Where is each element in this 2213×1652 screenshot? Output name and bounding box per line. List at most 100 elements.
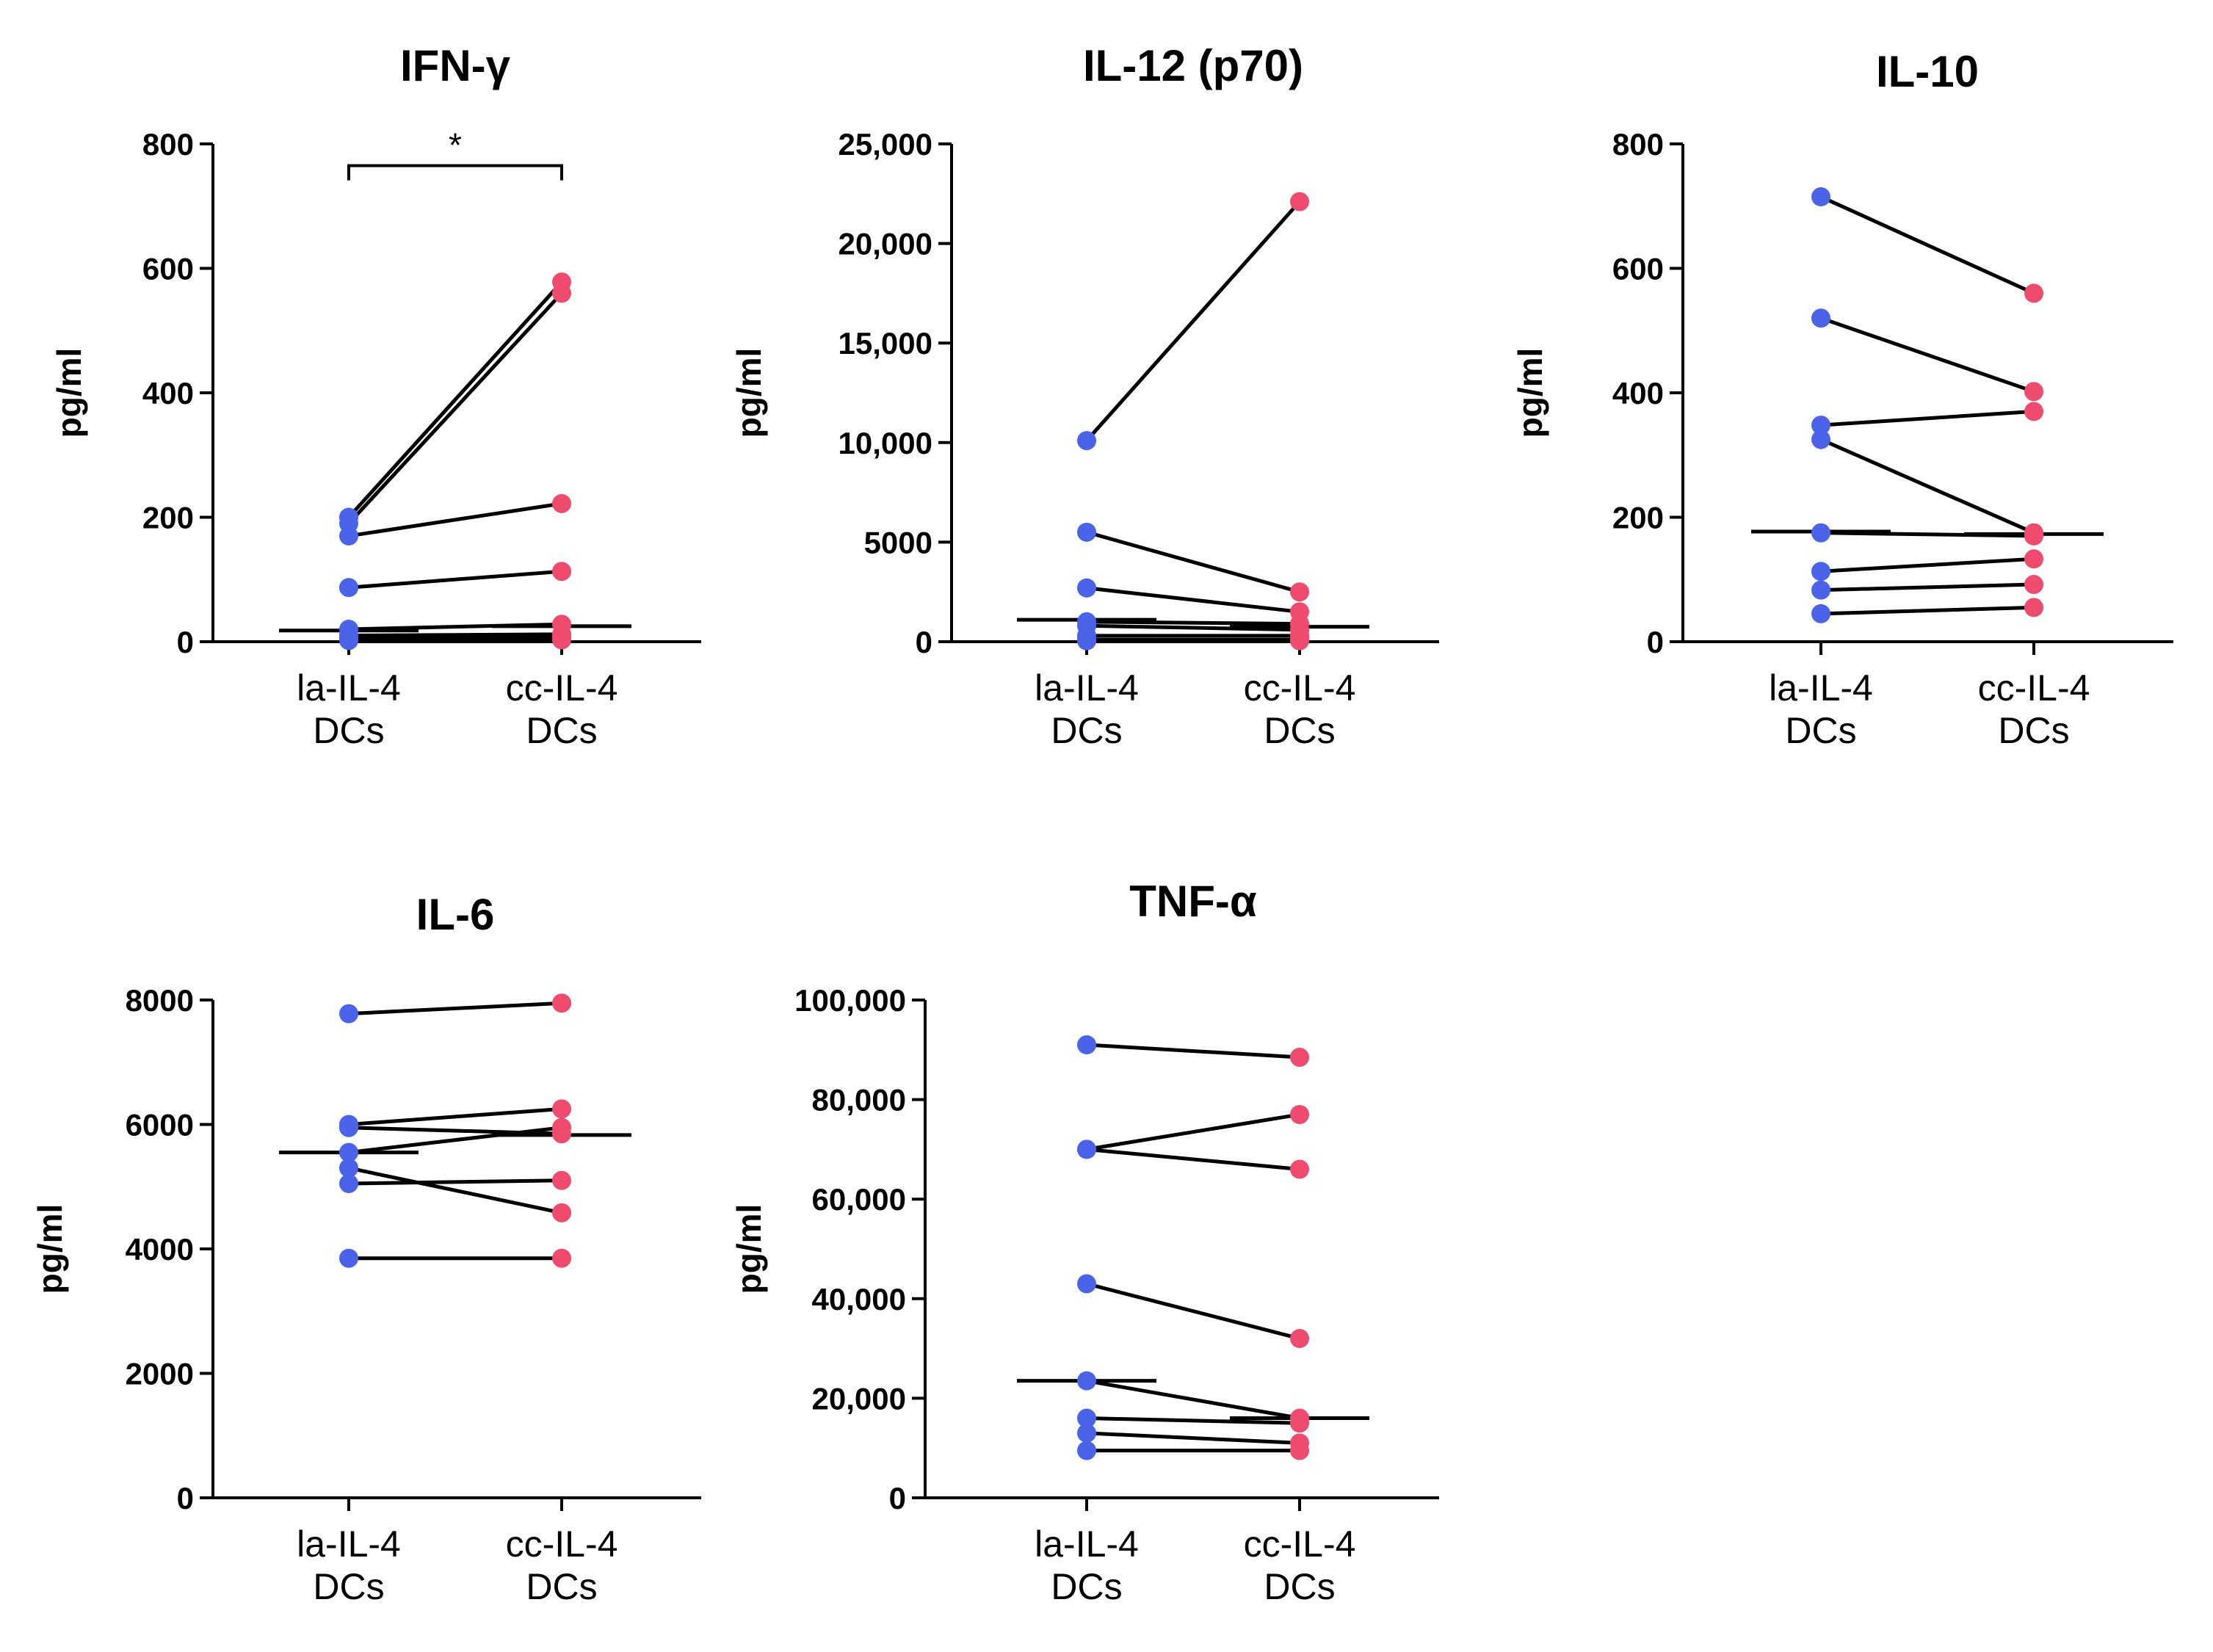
pair-line [1820, 316, 2035, 394]
pair-line [1086, 620, 1300, 626]
chart-title: IL-12 (p70) [1083, 41, 1303, 90]
data-point-cc [2024, 283, 2043, 303]
y-tick-label: 10,000 [839, 426, 932, 460]
chart-tnf: TNF-α pg/ml 0 20,000 40,000 60,000 80,000 100,0… [730, 877, 1439, 1607]
pair-line [347, 291, 563, 525]
data-point-cc [552, 993, 571, 1013]
pair-line [1086, 1147, 1300, 1172]
y-tick-label: 2000 [126, 1357, 194, 1391]
significance-bracket [347, 164, 563, 181]
pair-line [1086, 1112, 1300, 1151]
data-point-la [1811, 604, 1830, 623]
data-point-cc [552, 1248, 571, 1268]
chart-il10: IL-10pg/ml0200400600800la-IL-4DCscc-IL-4… [1511, 47, 2173, 751]
pair-line [1085, 200, 1301, 442]
pair-line [347, 280, 563, 519]
data-point-cc [552, 1170, 571, 1190]
x-tick-label: la-IL-4 [1035, 667, 1139, 709]
data-point-cc [552, 283, 571, 303]
x-tick-label: cc-IL-4 [1978, 667, 2090, 709]
y-tick-label: 600 [1612, 252, 1664, 286]
data-point-la [339, 1142, 358, 1162]
x-tick-label: la-IL-4 [1769, 667, 1873, 709]
data-point-la [1811, 430, 1830, 449]
pair-line [1086, 530, 1300, 594]
data-point-cc [1290, 1441, 1309, 1460]
y-tick-label: 400 [1612, 376, 1664, 410]
pair-line [1819, 195, 2035, 295]
data-point-la [1811, 187, 1830, 207]
data-point-cc [552, 493, 571, 513]
data-point-cc [552, 630, 571, 650]
pair-line [348, 1166, 562, 1215]
y-tick-label: 200 [142, 501, 194, 535]
pair-line [1086, 1379, 1300, 1420]
pair-line [1086, 1416, 1300, 1425]
data-point-la [339, 578, 358, 598]
x-tick-label: cc-IL-4 [506, 667, 618, 709]
data-point-la [339, 526, 358, 546]
y-tick-label: 600 [142, 252, 194, 286]
y-tick-label: 0 [916, 625, 932, 659]
chart-title: IL-10 [1876, 47, 1979, 96]
x-tick-label: cc-IL-4 [506, 1524, 618, 1565]
data-point-la [339, 1248, 358, 1268]
chart-title: IFN-γ [400, 41, 511, 90]
data-point-la [1077, 1371, 1096, 1391]
y-tick-label: 400 [142, 376, 194, 410]
x-tick-label: DCs [1264, 1566, 1335, 1607]
pair-line [1820, 605, 2035, 616]
data-point-cc [552, 1099, 571, 1119]
pair-line [1086, 586, 1300, 614]
x-tick-label: DCs [313, 710, 384, 751]
data-point-la [1811, 580, 1830, 600]
significance-label: * [449, 126, 462, 164]
pair-line [348, 1106, 562, 1126]
chart-ifn: IFN-γpg/ml0200400600800la-IL-4DCscc-IL-4… [50, 41, 701, 751]
data-point-la [1811, 416, 1830, 435]
data-point-cc [1290, 1104, 1309, 1124]
pair-line [348, 1178, 562, 1186]
pair-line [348, 634, 562, 641]
data-point-cc [1290, 582, 1309, 602]
data-point-cc [552, 1117, 571, 1137]
x-tick-label: DCs [526, 1566, 597, 1607]
y-axis-label: pg/ml [1511, 348, 1549, 438]
x-tick-label: DCs [313, 1566, 384, 1607]
pair-line [1086, 623, 1300, 632]
data-point-cc [2024, 402, 2043, 421]
y-tick-label: 6000 [126, 1108, 194, 1142]
data-point-cc [1290, 631, 1309, 651]
x-tick-label: la-IL-4 [1035, 1524, 1139, 1565]
y-tick-label: 4000 [126, 1232, 194, 1267]
x-tick-label: la-IL-4 [297, 1524, 401, 1565]
y-tick-label: 20,000 [812, 1381, 906, 1416]
pair-line [1820, 582, 2035, 593]
data-point-cc [552, 1203, 571, 1222]
x-tick-label: DCs [1051, 710, 1122, 751]
data-point-la [1811, 562, 1830, 582]
y-tick-label: 800 [1612, 127, 1664, 162]
y-tick-label: 0 [889, 1481, 906, 1515]
x-tick-label: DCs [526, 710, 597, 751]
data-point-cc [2024, 526, 2043, 546]
data-point-cc [2024, 598, 2043, 617]
y-axis-label: pg/ml [730, 1204, 768, 1294]
y-tick-label: 800 [142, 127, 194, 162]
y-axis-label: pg/ml [31, 1204, 69, 1294]
data-point-la [1811, 308, 1830, 328]
data-point-la [339, 1004, 358, 1024]
data-point-cc [1290, 1329, 1309, 1349]
chart-title: TNF-α [1129, 877, 1257, 926]
chart-il6: IL-6pg/ml02000400060008000la-IL-4DCscc-I… [31, 890, 701, 1607]
pair-line [1086, 1043, 1300, 1059]
y-tick-label: 100,000 [794, 983, 906, 1018]
y-tick-label: 20,000 [839, 227, 932, 261]
pair-line [1820, 409, 2035, 427]
data-point-la [1077, 1423, 1096, 1443]
data-point-la [339, 1158, 358, 1178]
x-tick-label: DCs [1785, 710, 1856, 751]
data-point-la [339, 631, 358, 651]
y-tick-label: 0 [1647, 625, 1664, 659]
